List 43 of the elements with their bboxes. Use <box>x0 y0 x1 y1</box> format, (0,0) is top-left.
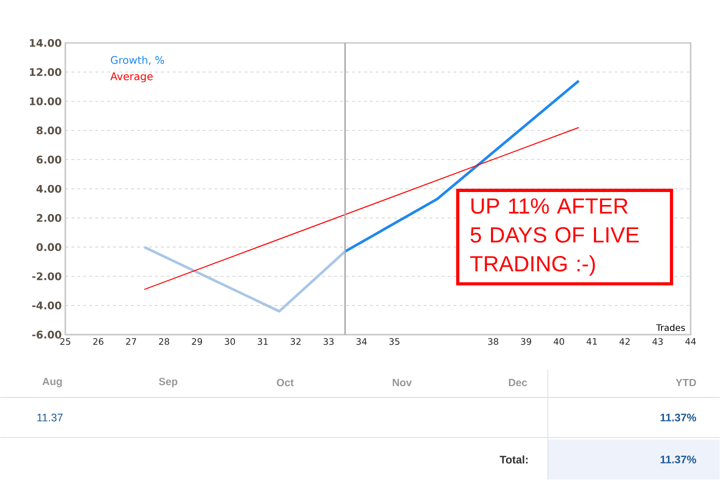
y-tick-label: 12.00 <box>30 68 62 76</box>
x-tick-label: 33 <box>324 338 334 345</box>
text: 11.37 <box>37 414 63 422</box>
x-tick-label: 40 <box>554 338 564 345</box>
x-tick-label: 44 <box>685 338 696 345</box>
y-tick-label: 6.00 <box>36 156 62 164</box>
text: Sep <box>158 378 178 388</box>
y-tick-label: 4.00 <box>36 184 62 193</box>
text: 11.37% <box>660 456 696 464</box>
x-tick-label: 41 <box>586 338 597 345</box>
x-tick-label: 34 <box>356 338 367 345</box>
text: Growth, % <box>110 56 164 66</box>
x-tick-label: 38 <box>488 338 498 345</box>
x-tick-label: 39 <box>521 338 532 345</box>
x-tick-label: 25 <box>60 338 70 345</box>
text: Average <box>110 72 153 82</box>
y-tick-label: 8.00 <box>36 126 62 134</box>
y-tick-label: -6.00 <box>32 330 62 339</box>
text: Aug <box>42 378 62 388</box>
annotation: UP 11% AFTER 5 DAYS OF LIVE TRADING :-) <box>470 198 639 276</box>
x-tick-label: 27 <box>126 338 136 345</box>
text: Nov <box>392 378 412 386</box>
x-tick-label: 35 <box>389 338 400 345</box>
x-axis-title: Trades <box>656 324 685 332</box>
text: Dec <box>508 378 528 386</box>
x-tick-label: 32 <box>290 338 301 345</box>
text: Total: <box>500 456 528 464</box>
y-tick-label: -2.00 <box>32 272 62 280</box>
y-tick-label: 0.00 <box>36 243 62 252</box>
y-tick-label: -4.00 <box>32 302 62 310</box>
y-tick-label: 2.00 <box>36 214 62 222</box>
text: YTD <box>676 379 696 386</box>
text: 11.37% <box>660 414 696 422</box>
x-tick-label: 43 <box>652 338 663 345</box>
y-tick-label: 10.00 <box>30 97 62 106</box>
x-tick-label: 26 <box>93 338 104 345</box>
x-tick-label: 28 <box>159 338 170 345</box>
x-tick-label: 42 <box>620 338 630 345</box>
y-tick-label: 14.00 <box>30 39 62 47</box>
text: Oct <box>276 378 294 386</box>
x-tick-label: 29 <box>192 338 202 345</box>
x-tick-label: 30 <box>224 338 235 345</box>
x-tick-label: 31 <box>258 338 268 345</box>
